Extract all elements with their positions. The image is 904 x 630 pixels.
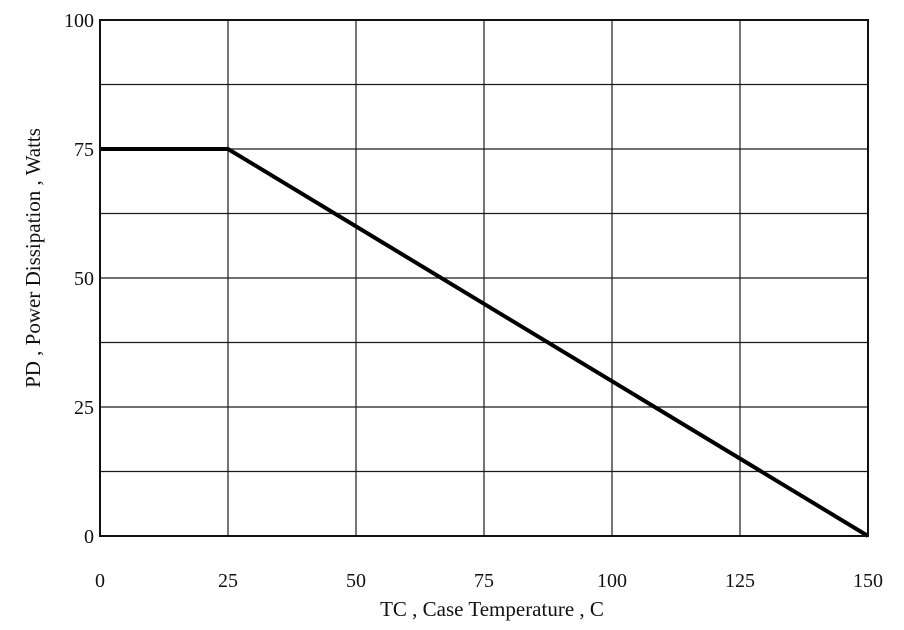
y-tick-label: 75 (74, 139, 94, 161)
plot-area (100, 147, 870, 538)
x-tick-label: 50 (346, 570, 366, 592)
y-tick-label: 0 (84, 526, 94, 548)
y-tick-label: 50 (74, 268, 94, 290)
y-axis-label: PD , Power Dissipation , Watts (21, 128, 45, 388)
x-tick-labels: 0 25 50 75 100 125 150 (95, 570, 883, 592)
x-tick-label: 25 (218, 570, 238, 592)
x-tick-label: 125 (725, 570, 755, 592)
y-tick-labels: 0 25 50 75 100 (64, 10, 94, 548)
series-line (100, 147, 870, 538)
x-tick-label: 75 (474, 570, 494, 592)
y-tick-label: 25 (74, 397, 94, 419)
grid-lines (100, 20, 868, 536)
y-tick-label: 100 (64, 10, 94, 32)
x-tick-label: 0 (95, 570, 105, 592)
x-tick-label: 150 (853, 570, 883, 592)
x-tick-label: 100 (597, 570, 627, 592)
plot-frame (99, 19, 869, 537)
x-axis-label: TC , Case Temperature , C (380, 597, 604, 621)
